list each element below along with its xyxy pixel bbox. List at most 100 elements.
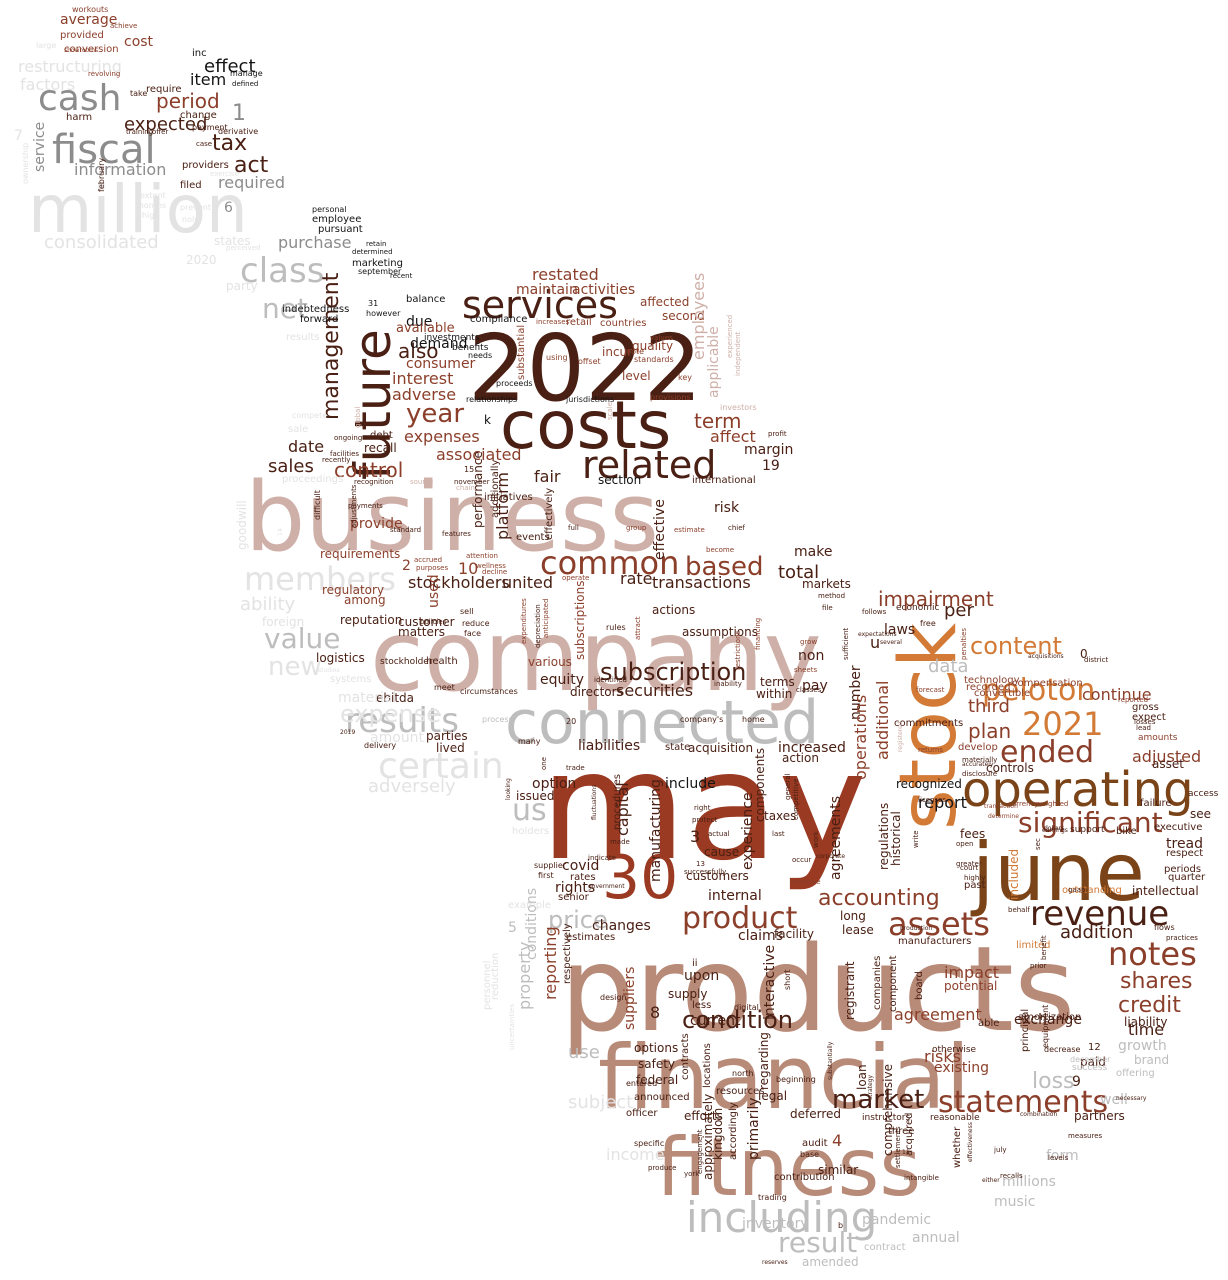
cloud-word: returns	[918, 746, 943, 754]
cloud-word: attention	[466, 552, 498, 560]
cloud-word: registrant	[843, 961, 857, 1020]
cloud-word: inventory	[742, 1216, 809, 1232]
cloud-word: technology	[964, 675, 1020, 686]
cloud-word: exercise	[210, 170, 239, 178]
cloud-word: debt	[370, 430, 393, 441]
cloud-word: consumer	[406, 356, 476, 372]
cloud-word: determine	[988, 813, 1019, 820]
cloud-word: controls	[986, 761, 1034, 775]
cloud-word: price	[548, 906, 608, 934]
cloud-word: reduction	[490, 953, 501, 1000]
cloud-word: proceedings	[282, 474, 343, 485]
cloud-word: source	[410, 478, 433, 486]
cloud-word: prior	[1030, 962, 1047, 970]
cloud-word: restrictions	[734, 630, 742, 670]
cloud-word: ii	[692, 958, 698, 969]
cloud-word: million	[28, 171, 248, 248]
cloud-word: growth	[1118, 1038, 1167, 1054]
cloud-word: issued	[516, 789, 554, 803]
cloud-word: members	[244, 560, 396, 598]
cloud-word: cause	[704, 845, 739, 859]
cloud-word: meet	[434, 683, 455, 692]
cloud-word: 8	[650, 1003, 660, 1022]
cloud-word: platform	[493, 472, 512, 540]
cloud-word: follows	[862, 608, 887, 616]
cloud-word: home	[742, 715, 765, 724]
cloud-word: 14	[277, 528, 284, 536]
cloud-word: amounts	[1138, 733, 1178, 743]
cloud-word: estimates	[566, 932, 615, 943]
cloud-word: within	[756, 687, 792, 701]
cloud-word: date	[288, 437, 324, 456]
cloud-word: face	[464, 629, 481, 638]
cloud-word: offset	[578, 357, 601, 366]
cloud-word: manage	[230, 69, 263, 78]
cloud-word: class	[240, 251, 324, 291]
cloud-word: net	[262, 292, 308, 325]
cloud-word: executive	[1154, 822, 1202, 833]
cloud-word: workouts	[72, 5, 108, 14]
cloud-word: key	[678, 373, 692, 382]
cloud-word: increases	[536, 318, 570, 326]
cloud-word: whether	[952, 1126, 963, 1168]
cloud-word: occur	[792, 856, 811, 864]
cloud-word: management	[319, 272, 344, 420]
cloud-word: forecast	[916, 686, 945, 694]
cloud-word: providers	[182, 160, 229, 171]
cloud-word: 5	[508, 920, 517, 936]
cloud-word: employee	[312, 214, 361, 225]
cloud-word: accounting	[818, 886, 940, 911]
cloud-word: credit	[1118, 993, 1181, 1018]
cloud-word: supplier	[534, 861, 567, 870]
cloud-word: notes	[1108, 935, 1197, 973]
cloud-word: 2022	[468, 315, 702, 422]
cloud-word: senior	[558, 892, 590, 903]
cloud-word: case	[196, 140, 212, 148]
cloud-word: markets	[802, 577, 851, 591]
cloud-word: common	[540, 544, 679, 582]
cloud-word: one	[540, 757, 548, 770]
cloud-word: june	[970, 826, 1145, 919]
cloud-word: result	[778, 1226, 857, 1259]
cloud-word: trading	[758, 1193, 787, 1202]
cloud-word: effect	[204, 56, 256, 77]
cloud-word: second	[662, 309, 705, 323]
cloud-word: three	[888, 1126, 914, 1137]
cloud-word: ability	[240, 594, 296, 615]
cloud-word: additional	[873, 681, 892, 760]
cloud-word: international	[692, 475, 756, 486]
cloud-word: general	[784, 773, 792, 800]
cloud-word: free	[920, 619, 936, 628]
cloud-word: access	[1188, 789, 1219, 799]
cloud-word: based	[685, 552, 763, 582]
cloud-word: actions	[652, 603, 695, 617]
cloud-word: service	[32, 122, 48, 172]
cloud-word: competitive	[792, 778, 800, 820]
cloud-word: condition	[682, 1006, 793, 1034]
cloud-word: corporate	[816, 853, 845, 860]
cloud-word: 10	[458, 559, 478, 578]
cloud-word: systems	[330, 674, 371, 685]
cloud-word: intangible	[904, 1174, 939, 1182]
cloud-word: manufacturing	[648, 779, 664, 882]
cloud-word: services	[462, 283, 618, 327]
cloud-word: total	[778, 562, 819, 583]
cloud-word: transactions	[652, 573, 751, 592]
cloud-word: results	[286, 332, 320, 343]
cloud-word: k	[484, 413, 491, 427]
cloud-word: partners	[1074, 1109, 1125, 1123]
cloud-word: ongoing	[334, 434, 362, 442]
cloud-word: change	[180, 110, 217, 121]
cloud-word: effectively	[544, 488, 555, 540]
cloud-word: periods	[1164, 864, 1201, 875]
cloud-word: amortization	[1018, 1012, 1081, 1023]
cloud-word: music	[994, 1194, 1035, 1210]
cloud-word: laws	[884, 622, 915, 638]
cloud-word: future	[344, 329, 402, 480]
cloud-word: 2019	[340, 729, 355, 736]
cloud-word: months	[136, 201, 166, 210]
cloud-word: contract	[864, 1242, 906, 1253]
cloud-word: applicable	[706, 326, 722, 398]
cloud-word: indicate	[588, 854, 616, 862]
cloud-word: peloton	[982, 673, 1095, 708]
